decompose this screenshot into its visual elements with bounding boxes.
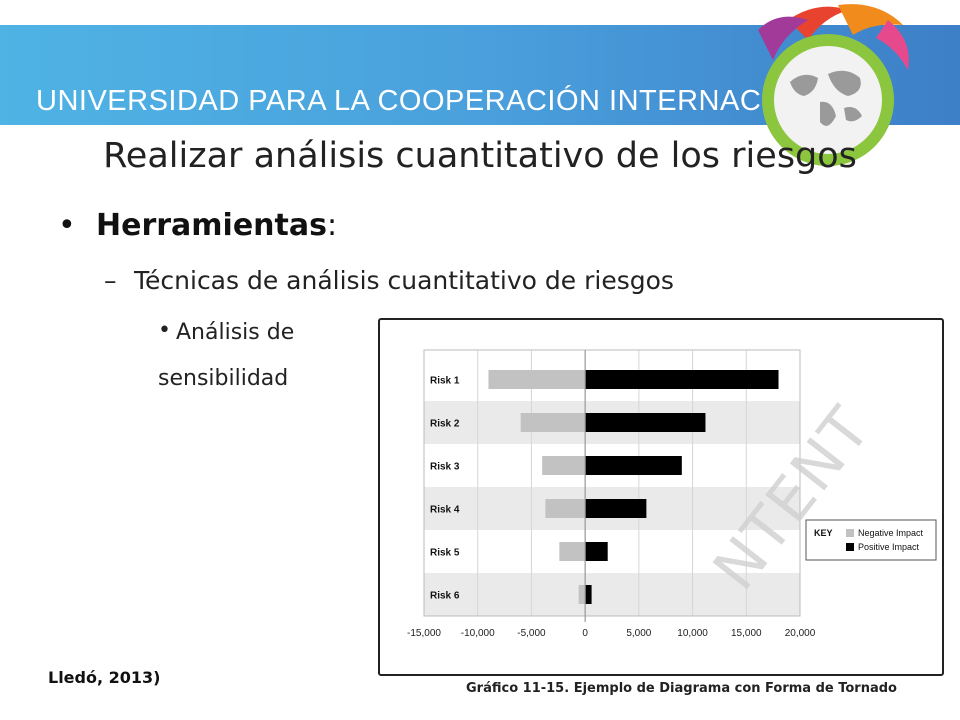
x-tick-label: 10,000 [677, 628, 708, 639]
plot-border [423, 349, 801, 617]
positive-bar [585, 542, 608, 561]
negative-bar [559, 542, 586, 561]
tools-label: Herramientas [96, 208, 327, 243]
tools-colon: : [326, 208, 338, 243]
sensitivity-line2: sensibilidad [158, 366, 289, 391]
x-tick-label: 20,000 [785, 628, 816, 639]
negative-bar [578, 585, 586, 604]
x-tick-label: -5,000 [517, 628, 546, 639]
dash-icon: – [104, 266, 117, 295]
bullet-quant-techniques: – Técnicas de análisis cuantitativo de ri… [104, 266, 674, 295]
negative-bar [520, 413, 586, 432]
x-tick-label: 15,000 [731, 628, 762, 639]
tornado-chart: Risk 1 Risk 2 Risk 3 Risk 4 Risk 5 Risk 6 -15,… [407, 349, 937, 639]
category-label: Risk 4 [430, 505, 460, 516]
category-label: Risk 6 [430, 591, 460, 602]
legend-box [805, 519, 937, 561]
positive-bar [585, 585, 592, 604]
positive-bar [585, 456, 682, 475]
x-tick-label: -10,000 [461, 628, 495, 639]
x-tick-label: 0 [582, 628, 588, 639]
quant-techniques-label: Técnicas de análisis cuantitativo de rie… [134, 266, 674, 295]
slide-title: Realizar análisis cuantitativo de los ri… [103, 136, 857, 176]
negative-bar [545, 499, 586, 518]
negative-bar [488, 370, 586, 389]
bullet-dot-icon: • [58, 208, 76, 243]
row-band [424, 573, 800, 616]
legend-swatch-positive [846, 543, 854, 551]
legend-swatch-negative [846, 529, 854, 537]
university-logo [758, 4, 909, 166]
sensitivity-line1: Análisis de [176, 320, 295, 345]
category-label: Risk 3 [430, 462, 460, 473]
category-label: Risk 1 [430, 376, 460, 387]
x-tick-label: -15,000 [407, 628, 441, 639]
legend-label-positive: Positive Impact [858, 542, 920, 552]
bullet-dot-icon: • [158, 318, 171, 343]
positive-bar [585, 499, 647, 518]
category-label: Risk 2 [430, 419, 460, 430]
negative-bar [542, 456, 586, 475]
positive-bar [585, 413, 706, 432]
legend-title: KEY [814, 528, 833, 538]
chart-caption: Gráfico 11-15. Ejemplo de Diagrama con F… [466, 681, 897, 696]
university-name: UNIVERSIDAD PARA LA COOPERACIÓN INTERNAC… [36, 85, 851, 117]
citation: Lledó, 2013) [48, 668, 161, 687]
x-tick-label: 5,000 [626, 628, 651, 639]
legend-label-negative: Negative Impact [858, 528, 924, 538]
tornado-chart-frame: Risk 1 Risk 2 Risk 3 Risk 4 Risk 5 Risk 6 -15,… [378, 318, 944, 676]
category-label: Risk 5 [430, 548, 460, 559]
positive-bar [585, 370, 779, 389]
